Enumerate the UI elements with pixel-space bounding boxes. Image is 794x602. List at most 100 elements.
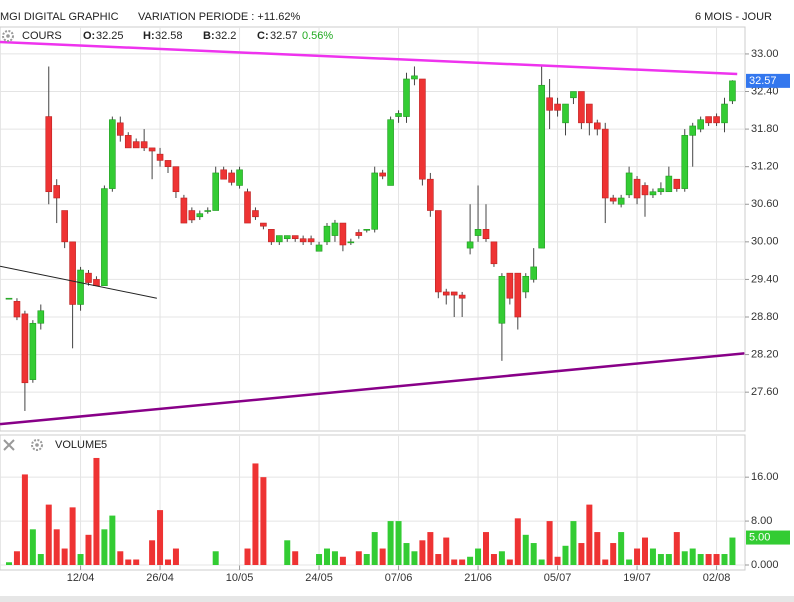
candle-body: [140, 141, 148, 149]
candle-body: [609, 197, 617, 202]
legend-label: O:: [83, 30, 95, 42]
volume-bar: [649, 548, 656, 565]
candle-body: [323, 225, 331, 243]
trend-line: [0, 352, 745, 426]
candle-body: [641, 185, 649, 196]
candle-body: [188, 210, 196, 221]
candle-body: [355, 232, 363, 236]
volume-bar: [435, 554, 442, 565]
candle-body: [705, 116, 712, 124]
volume-bar: [483, 532, 489, 565]
volume-bar: [578, 543, 585, 565]
candle-body: [411, 75, 418, 80]
volume-bar: [411, 551, 418, 565]
x-tick-label: 02/08: [703, 572, 731, 584]
legend-value: 32.58: [155, 30, 183, 42]
x-tick-label: 12/04: [67, 572, 95, 584]
price-pane: [0, 26, 746, 432]
candle-body: [5, 297, 13, 300]
candle-body: [466, 241, 474, 249]
volume-bar: [53, 529, 60, 565]
candle-body: [291, 235, 299, 240]
candle-body: [196, 213, 204, 218]
candle-body: [13, 301, 21, 318]
legend-label: H:: [143, 30, 155, 42]
candle-body: [275, 235, 283, 243]
volume-bar: [387, 521, 394, 565]
volume-bar: [316, 554, 323, 565]
last-price-label: 32.57: [749, 75, 777, 87]
volume-bar: [252, 463, 259, 565]
volume-bar: [419, 540, 426, 565]
legend-label: C:: [257, 30, 269, 42]
candle-body: [307, 238, 315, 243]
volume-pane: [0, 434, 746, 571]
volume-bar: [339, 556, 346, 565]
volume-bar: [355, 551, 362, 565]
candle-body: [204, 210, 212, 212]
candle-body: [236, 169, 243, 186]
volume-bar: [21, 474, 28, 565]
candle-body: [570, 91, 577, 99]
candle-body: [562, 103, 569, 124]
candle-body: [109, 119, 116, 189]
x-tick-label: 10/05: [226, 572, 254, 584]
x-tick-label: 21/06: [464, 572, 492, 584]
volume-bar: [149, 540, 156, 565]
volume-bar: [244, 548, 251, 565]
candle-body: [427, 178, 434, 211]
volume-bar: [6, 562, 12, 565]
settings-icon[interactable]: [31, 439, 43, 451]
candle-body: [148, 147, 156, 152]
volume-bar: [165, 559, 171, 565]
legend-label: B:: [203, 30, 215, 42]
volume-bar: [37, 554, 44, 565]
volume-bar: [77, 554, 84, 565]
y-tick-label: 28.20: [751, 348, 779, 360]
candle-body: [77, 269, 84, 305]
candle-body: [331, 222, 339, 236]
candle-body: [61, 210, 68, 243]
settings-icon[interactable]: [2, 30, 14, 42]
candle-body: [244, 191, 251, 224]
legend-value: 32.2: [215, 30, 236, 42]
volume-bar: [697, 554, 704, 565]
close-icon[interactable]: [3, 439, 15, 451]
y-tick-label: 32.40: [751, 85, 779, 97]
volume-bar: [451, 559, 458, 565]
candle-body: [554, 103, 561, 111]
volume-bar: [721, 554, 728, 565]
chart-title: MGI DIGITAL GRAPHIC: [0, 11, 119, 23]
volume-bar: [681, 551, 688, 565]
volume-bar: [618, 532, 625, 565]
y-tick-label: 29.40: [751, 273, 779, 285]
candle-body: [593, 122, 601, 130]
candle-body: [85, 272, 92, 283]
candle-body: [434, 210, 442, 293]
volume-bar: [61, 548, 68, 565]
candle-body: [617, 197, 625, 205]
volume-bar: [713, 554, 720, 565]
volume-bar: [642, 537, 648, 565]
candle-body: [228, 172, 235, 183]
legend-value: 32.25: [96, 30, 124, 42]
volume-bar: [29, 529, 36, 565]
trend-line: [0, 40, 738, 76]
candle-body: [53, 185, 61, 199]
candle-body: [268, 229, 275, 243]
volume-bar: [610, 543, 617, 565]
candle-body: [721, 103, 728, 124]
x-tick-label: 05/07: [544, 572, 572, 584]
candle-body: [156, 153, 164, 161]
last-volume-box: [746, 530, 790, 545]
candle-body: [474, 229, 482, 236]
candle-body: [212, 172, 219, 211]
volume-bar: [379, 548, 386, 565]
candle-body: [45, 116, 53, 193]
y-tick-label: 31.80: [751, 123, 779, 135]
volume-bar: [626, 559, 633, 565]
y-tick-label: 27.60: [751, 386, 779, 398]
candle-body: [117, 122, 124, 136]
candle-body: [260, 222, 267, 227]
period[interactable]: 6 MOIS - JOUR: [695, 11, 772, 23]
